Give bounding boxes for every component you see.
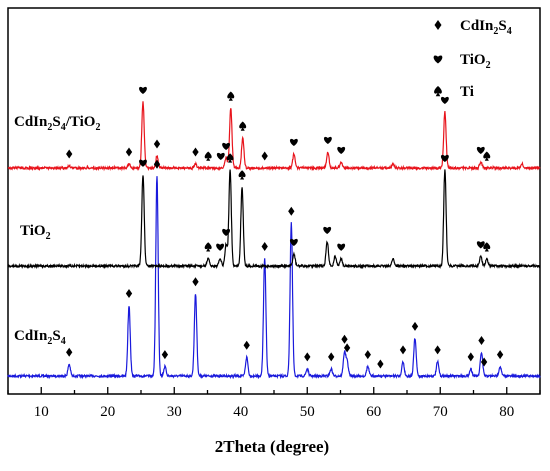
marker-layer: [66, 86, 504, 369]
legend-diamond-icon: [434, 20, 442, 30]
diamond-marker-0-5: [243, 340, 250, 350]
diamond-marker-0-18: [478, 336, 485, 345]
x-axis-label: 2Theta (degree): [215, 437, 329, 456]
diamond-marker-2-0: [66, 149, 73, 159]
legend: CdIn2S4 TiO2 Ti: [433, 18, 512, 100]
diamond-marker-0-12: [364, 350, 371, 360]
label-layer: CdIn2S4 TiO2 CdIn2S4/TiO2: [14, 114, 100, 347]
x-tick-label-80: 80: [499, 404, 514, 420]
diamond-marker-2-1: [125, 147, 133, 157]
heart-marker-1-8: [337, 243, 346, 251]
diamond-marker-0-19: [480, 357, 488, 367]
heart-marker-2-11: [289, 138, 298, 147]
heart-marker-2-12: [323, 136, 332, 145]
spade-marker-2-5: [204, 151, 212, 161]
heart-marker-1-3: [222, 228, 231, 237]
x-tick-label-40: 40: [233, 404, 248, 420]
spade-marker-1-5: [238, 170, 246, 180]
diamond-marker-0-7: [288, 206, 295, 216]
heart-marker-2-7: [222, 142, 231, 151]
series-label-2: CdIn2S4/TiO2: [14, 114, 100, 133]
heart-marker-2-14: [440, 96, 449, 105]
diamond-marker-2-10: [261, 151, 268, 161]
heart-marker-2-2: [139, 86, 147, 95]
series-label-0: CdIn2S4: [14, 328, 66, 347]
diamond-marker-0-10: [341, 334, 348, 344]
diamond-marker-0-17: [467, 352, 474, 362]
x-tick-label-20: 20: [100, 404, 115, 420]
spade-marker-2-16: [483, 151, 491, 161]
diamond-marker-0-1: [125, 289, 133, 298]
diamond-marker-2-4: [192, 147, 199, 157]
series-label-1: TiO2: [20, 223, 51, 242]
heart-marker-1-10: [476, 241, 485, 249]
spade-marker-1-11: [483, 242, 491, 252]
diamond-marker-0-8: [304, 352, 311, 362]
x-tick-label-10: 10: [34, 404, 49, 420]
x-tick-label-50: 50: [300, 404, 315, 420]
diamond-marker-0-9: [328, 352, 335, 362]
x-tick-label-30: 30: [167, 404, 182, 420]
heart-marker-2-6: [216, 152, 225, 161]
spade-marker-1-4: [226, 153, 234, 163]
x-tick-label-70: 70: [433, 404, 448, 420]
diamond-marker-0-15: [411, 321, 419, 331]
diamond-marker-0-0: [66, 347, 73, 357]
diamond-marker-0-4: [192, 277, 199, 287]
diamond-marker-0-3: [161, 350, 169, 360]
heart-marker-2-13: [337, 146, 346, 155]
legend-heart-icon: [433, 55, 443, 64]
diamond-marker-0-11: [343, 343, 351, 353]
legend-label-2: Ti: [460, 84, 474, 100]
diamond-marker-0-14: [399, 345, 407, 355]
legend-label-1: TiO2: [460, 52, 491, 71]
heart-marker-2-15: [476, 146, 485, 155]
legend-label-0: CdIn2S4: [460, 18, 512, 37]
heart-marker-1-6: [289, 238, 298, 247]
x-tick-label-60: 60: [366, 404, 381, 420]
diamond-marker-0-6: [261, 242, 268, 251]
diamond-marker-2-3: [153, 139, 161, 149]
heart-marker-1-9: [440, 154, 449, 163]
series-line-0: [7, 176, 541, 380]
diamond-marker-0-16: [434, 345, 441, 355]
heart-marker-1-7: [323, 226, 332, 235]
diamond-marker-0-2: [153, 159, 161, 169]
spade-marker-2-9: [239, 121, 247, 131]
legend-spade-icon: [434, 86, 442, 97]
diamond-marker-0-20: [496, 350, 504, 360]
series-line-2: [7, 101, 541, 172]
spade-marker-1-1: [204, 242, 212, 252]
diamond-marker-0-13: [377, 359, 384, 369]
heart-marker-1-2: [216, 243, 225, 251]
series-layer: [7, 101, 541, 380]
series-line-1: [7, 169, 541, 270]
heart-marker-1-0: [139, 159, 147, 167]
spade-marker-2-8: [227, 91, 235, 101]
x-axis: 10 20 30 40 50 60 70 80: [7, 387, 541, 420]
